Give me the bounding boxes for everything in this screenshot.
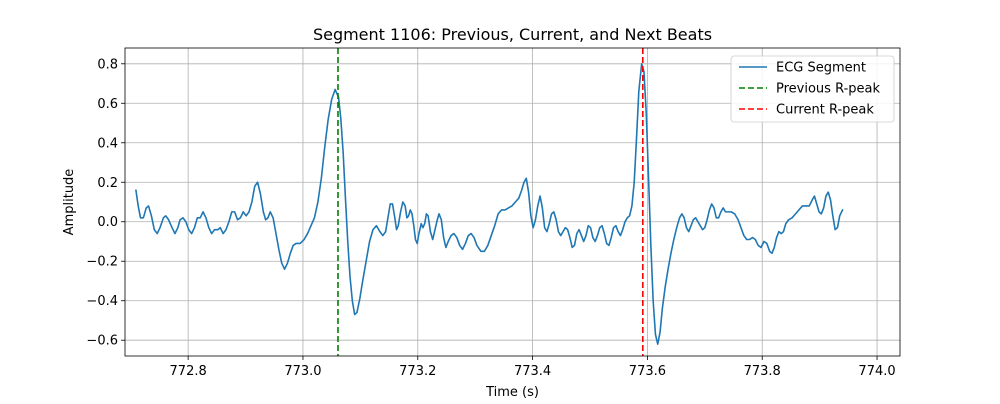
y-tick-label: −0.6 (86, 334, 118, 349)
y-tick-label: 0.6 (97, 97, 118, 112)
x-tick-label: 773.0 (284, 364, 321, 379)
plot-series (135, 48, 844, 356)
plot-frame (124, 47, 901, 357)
x-axis-label: Time (s) (485, 385, 539, 400)
legend-label: ECG Segment (776, 61, 866, 76)
chart-title: Segment 1106: Previous, Current, and Nex… (313, 25, 712, 44)
axes-frame (124, 47, 901, 357)
y-tick-label: −0.4 (86, 294, 118, 309)
x-tick-label: 774.0 (858, 364, 895, 379)
tick-marks: 772.8 773.0 773.2 773.4 773.6 773.8 774.0 −0.6 −… (86, 57, 895, 379)
legend-label: Current R-peak (776, 103, 874, 118)
x-tick-label: 773.2 (399, 364, 436, 379)
x-tick-label: 773.4 (514, 364, 551, 379)
ecg-series-line (135, 62, 844, 345)
legend-label: Previous R-peak (776, 82, 880, 97)
x-tick-label: 773.6 (629, 364, 666, 379)
y-tick-label: 0.8 (97, 57, 118, 72)
y-axis-label: Amplitude (62, 169, 77, 236)
y-tick-label: −0.2 (86, 255, 118, 270)
x-tick-label: 772.8 (170, 364, 207, 379)
y-tick-label: 0.0 (97, 215, 118, 230)
y-tick-label: 0.4 (97, 136, 118, 151)
legend: ECG Segment Previous R-peak Current R-peak (730, 55, 895, 123)
y-tick-label: 0.2 (97, 176, 118, 191)
legend-box (730, 55, 895, 123)
x-tick-label: 773.8 (744, 364, 781, 379)
